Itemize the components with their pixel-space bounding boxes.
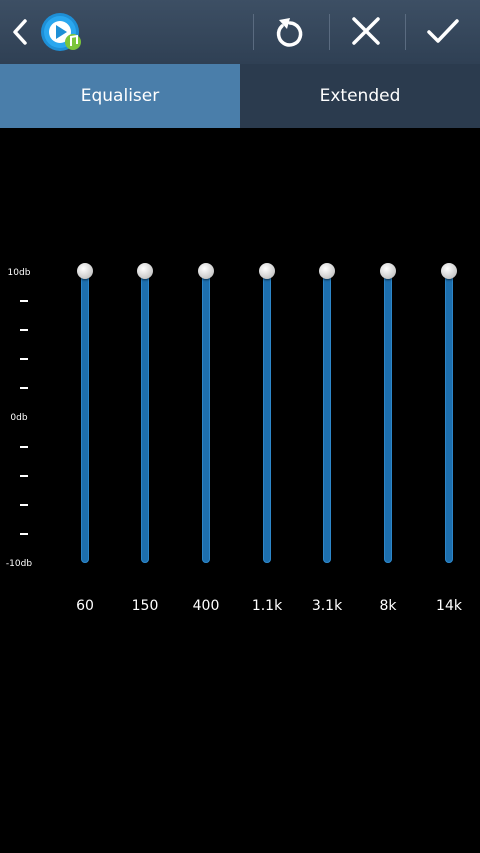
scale-tick bbox=[20, 329, 28, 331]
slider-knob[interactable] bbox=[380, 263, 396, 279]
scale-tick bbox=[20, 475, 28, 477]
slider-track[interactable] bbox=[323, 270, 331, 563]
band-label: 60 bbox=[76, 598, 94, 614]
slider-track[interactable] bbox=[202, 270, 210, 563]
slider-track[interactable] bbox=[81, 270, 89, 563]
band-label: 1.1k bbox=[251, 598, 283, 614]
done-button[interactable] bbox=[413, 0, 473, 64]
reset-button[interactable] bbox=[260, 0, 320, 64]
reset-icon bbox=[276, 18, 303, 47]
tab-equaliser[interactable]: Equaliser bbox=[0, 64, 240, 128]
slider-track[interactable] bbox=[445, 270, 453, 563]
action-divider bbox=[253, 14, 254, 50]
music-player-app-icon[interactable] bbox=[40, 10, 84, 54]
band-label: 3.1k bbox=[311, 598, 343, 614]
band-label: 400 bbox=[192, 598, 220, 614]
scale-label-bottom: -10db bbox=[5, 559, 33, 569]
slider-track[interactable] bbox=[141, 270, 149, 563]
band-label: 150 bbox=[131, 598, 159, 614]
scale-tick bbox=[20, 300, 28, 302]
slider-knob[interactable] bbox=[77, 263, 93, 279]
slider-track[interactable] bbox=[263, 270, 271, 563]
tab-bar: Equaliser Extended bbox=[0, 64, 480, 128]
action-bar bbox=[0, 0, 480, 64]
chevron-left-icon[interactable] bbox=[8, 17, 34, 47]
slider-track[interactable] bbox=[384, 270, 392, 563]
slider-knob[interactable] bbox=[319, 263, 335, 279]
slider-knob[interactable] bbox=[259, 263, 275, 279]
check-icon bbox=[427, 19, 459, 43]
tab-extended[interactable]: Extended bbox=[240, 64, 480, 128]
equaliser-panel: 10db 0db -10db 60 150 400 1.1k 3.1k 8k bbox=[0, 128, 480, 853]
slider-knob[interactable] bbox=[441, 263, 457, 279]
band-label: 8k bbox=[379, 598, 397, 614]
scale-tick bbox=[20, 533, 28, 535]
scale-tick bbox=[20, 446, 28, 448]
close-icon bbox=[352, 17, 380, 45]
scale-tick bbox=[20, 387, 28, 389]
scale-label-top: 10db bbox=[7, 268, 31, 278]
cancel-button[interactable] bbox=[336, 0, 396, 64]
action-divider bbox=[329, 14, 330, 50]
scale-label-mid: 0db bbox=[10, 413, 28, 423]
action-divider bbox=[405, 14, 406, 50]
scale-tick bbox=[20, 358, 28, 360]
slider-knob[interactable] bbox=[137, 263, 153, 279]
band-label: 14k bbox=[436, 598, 462, 614]
slider-knob[interactable] bbox=[198, 263, 214, 279]
scale-tick bbox=[20, 504, 28, 506]
